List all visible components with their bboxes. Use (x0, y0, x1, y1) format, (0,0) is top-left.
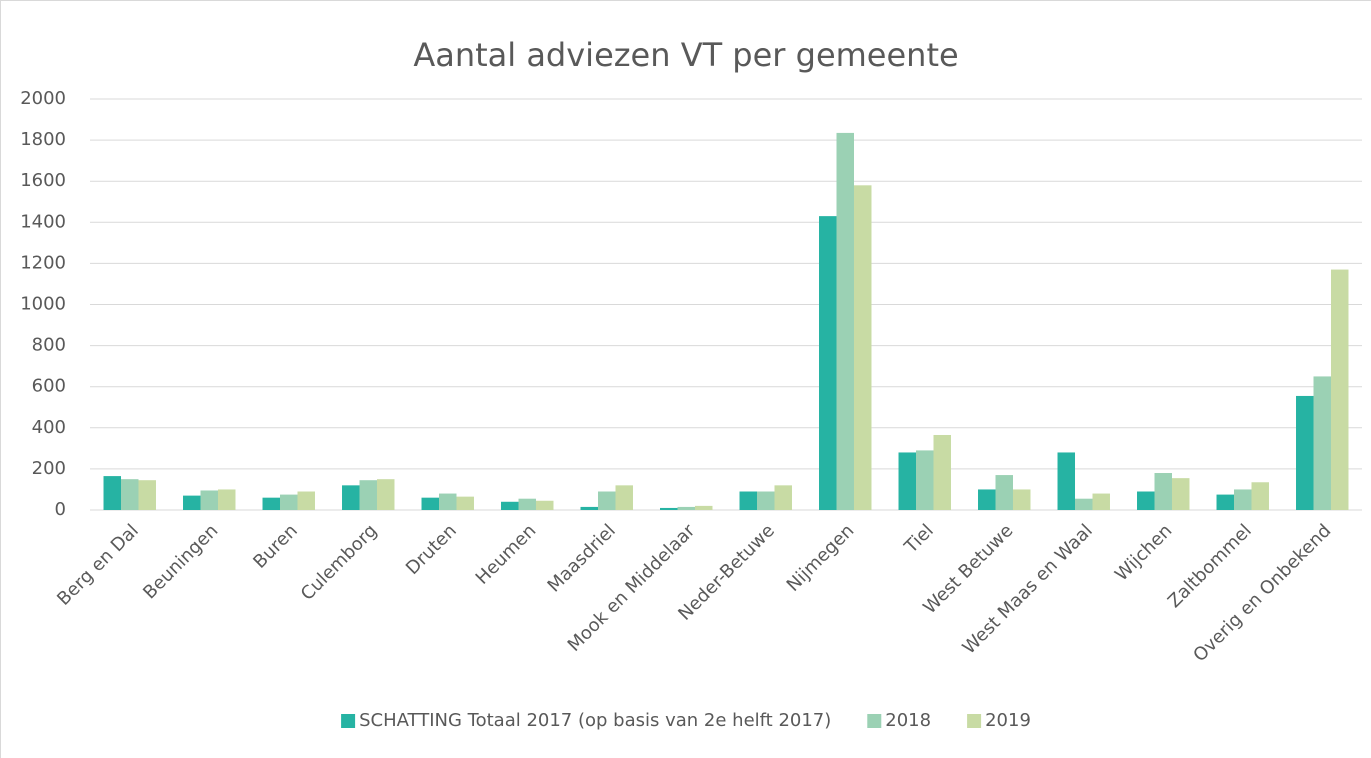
bar (421, 497, 440, 510)
bar (262, 497, 281, 510)
legend-item: SCHATTING Totaal 2017 (op basis van 2e h… (341, 710, 831, 731)
bar (1171, 478, 1190, 510)
bar (183, 495, 201, 510)
bar (739, 491, 758, 510)
legend-swatch (341, 714, 356, 728)
bar (217, 489, 236, 510)
legend-item: 2019 (967, 710, 1031, 731)
bar (439, 493, 457, 510)
bar (1251, 482, 1269, 510)
y-tick-label: 1400 (20, 211, 66, 232)
legend-swatch (867, 714, 882, 728)
y-tick-label: 400 (32, 417, 66, 438)
bar (615, 485, 633, 510)
y-tick-label: 200 (32, 458, 66, 479)
y-tick-label: 1200 (20, 252, 66, 273)
y-tick-label: 1600 (20, 170, 66, 191)
legend-label: SCHATTING Totaal 2017 (op basis van 2e h… (359, 710, 831, 731)
bar (1075, 498, 1093, 510)
bar (501, 501, 519, 510)
bar (580, 506, 599, 510)
bar (518, 498, 536, 510)
legend-label: 2019 (985, 710, 1031, 731)
bar (978, 489, 996, 510)
bar (898, 452, 917, 510)
bar (297, 491, 315, 510)
bar (200, 490, 218, 510)
y-tick-label: 0 (55, 499, 66, 520)
bar (677, 506, 695, 510)
bar (836, 132, 854, 510)
bar (376, 479, 395, 510)
bar (1216, 494, 1235, 510)
bar (280, 494, 298, 510)
bar (916, 450, 934, 510)
bar (853, 185, 872, 510)
bar (138, 480, 156, 510)
bar (1137, 491, 1155, 510)
bar (819, 216, 837, 510)
bar (1330, 269, 1349, 510)
bar (660, 507, 678, 510)
bar (933, 434, 951, 510)
y-tick-label: 600 (32, 376, 66, 397)
bar (342, 485, 360, 510)
bar (1012, 489, 1031, 510)
bar (1296, 395, 1314, 510)
bar (1057, 452, 1076, 510)
bar (774, 485, 792, 510)
bar (456, 496, 474, 510)
y-tick-label: 800 (32, 335, 66, 356)
bar (359, 480, 377, 510)
bar (121, 479, 139, 510)
y-tick-label: 1800 (20, 129, 66, 150)
bar (103, 476, 122, 510)
bar (535, 500, 554, 510)
bar (694, 505, 713, 510)
bar (1092, 493, 1110, 510)
legend-item: 2018 (867, 710, 931, 731)
bar (757, 491, 775, 510)
bar (1154, 473, 1172, 510)
chart-title: Aantal adviezen VT per gemeente (413, 36, 958, 74)
y-tick-label: 1000 (20, 294, 66, 315)
bar (995, 475, 1013, 510)
bar (1313, 376, 1331, 510)
y-tick-label: 2000 (20, 88, 66, 109)
legend-swatch (967, 714, 982, 728)
bar (598, 491, 616, 510)
bar (1234, 489, 1252, 510)
legend-label: 2018 (885, 710, 931, 731)
